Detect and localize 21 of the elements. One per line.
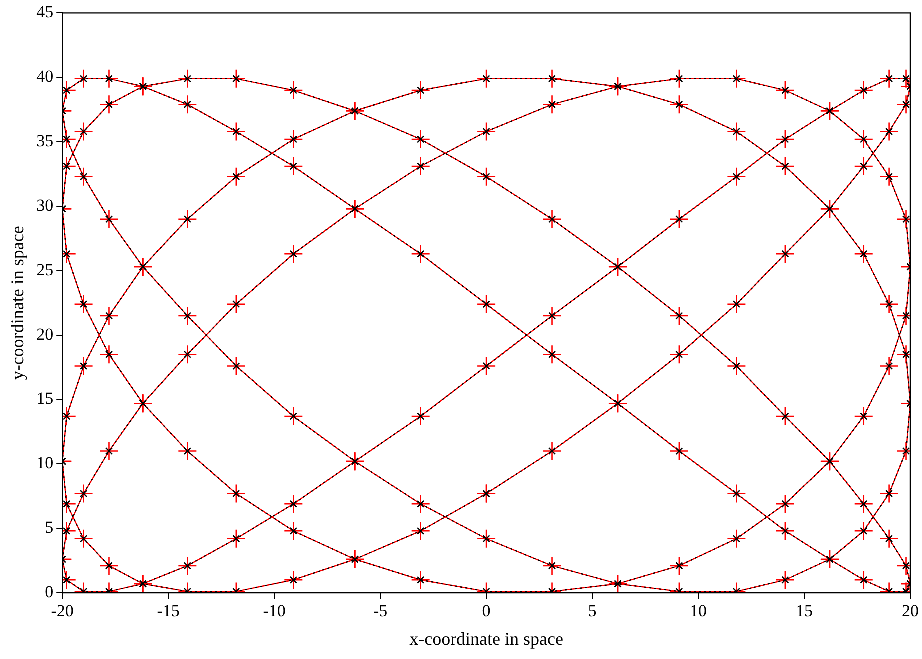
- y-tick-label: 10: [36, 454, 54, 473]
- x-tick-label: 10: [690, 602, 708, 621]
- x-tick-label: -15: [157, 602, 180, 621]
- x-tick-label: 15: [796, 602, 814, 621]
- y-tick-label: 45: [36, 2, 54, 22]
- x-tick-label: -5: [373, 602, 388, 621]
- y-tick-label: 30: [36, 196, 54, 215]
- x-tick-label: -20: [51, 602, 74, 621]
- y-tick-label: 15: [36, 389, 54, 408]
- x-tick-label: 5: [588, 602, 597, 621]
- x-axis-title: x-coordinate in space: [410, 628, 564, 649]
- x-tick-label: 20: [902, 602, 919, 621]
- y-tick-label: 35: [36, 132, 54, 151]
- y-tick-label: 0: [45, 582, 54, 602]
- y-tick-label: 5: [45, 518, 54, 538]
- y-tick-label: 20: [36, 324, 54, 344]
- y-axis-title: y-coordinate in space: [8, 226, 28, 380]
- y-tick-label: 40: [36, 67, 54, 86]
- x-tick-label: -10: [263, 602, 286, 621]
- x-tick-label: 0: [482, 602, 491, 621]
- y-tick-label: 25: [36, 260, 54, 280]
